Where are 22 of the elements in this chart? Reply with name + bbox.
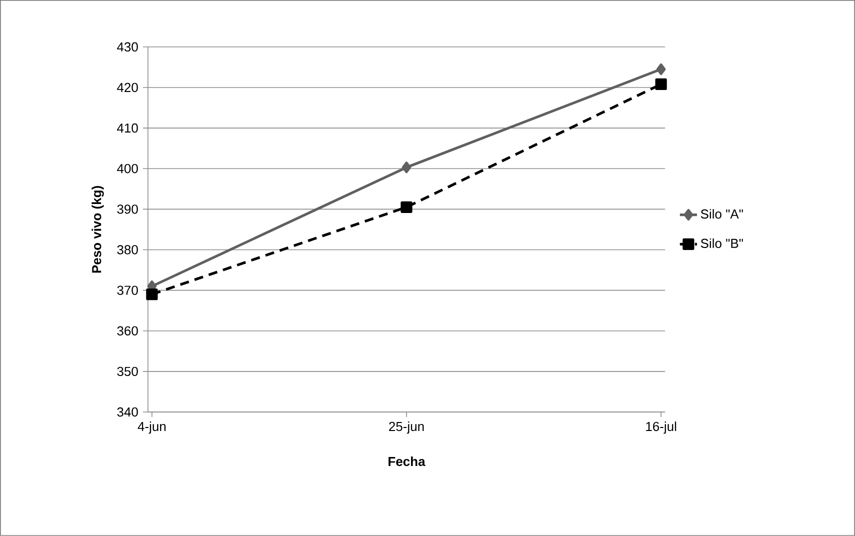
y-tick-label: 410	[117, 123, 138, 133]
legend-label: Silo "B"	[700, 238, 743, 248]
y-tick-label: 360	[117, 326, 138, 336]
y-tick-label: 390	[117, 204, 138, 214]
x-tick-label: 25-jun	[389, 422, 424, 434]
x-axis-title: Fecha	[388, 456, 426, 466]
y-tick-label: 340	[117, 407, 138, 417]
point	[655, 78, 667, 90]
y-axis-title: Peso vivo (kg)	[92, 186, 104, 273]
legend-label: Silo "A"	[700, 209, 743, 219]
y-tick-label: 430	[117, 42, 138, 52]
y-tick-label: 400	[117, 164, 138, 174]
y-tick-label: 370	[117, 286, 138, 295]
y-tick-label: 420	[117, 82, 138, 92]
y-tick-label: 350	[117, 366, 138, 376]
y-tick-label: 380	[117, 245, 138, 254]
point	[400, 201, 412, 213]
point	[656, 63, 666, 76]
x-tick-label: 4-jun	[138, 422, 166, 434]
point	[146, 288, 158, 300]
x-tick-label: 16-jul	[646, 422, 676, 434]
point	[402, 162, 412, 174]
